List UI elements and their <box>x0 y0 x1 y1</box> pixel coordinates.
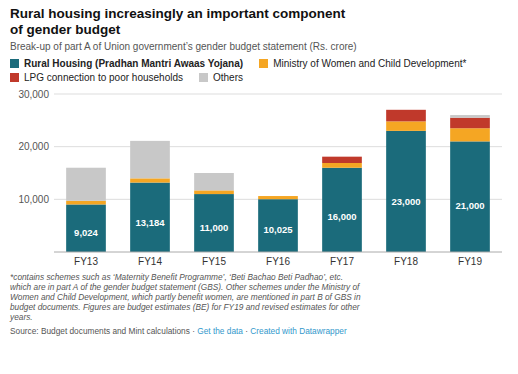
legend: Rural Housing (Pradhan Mantri Awaas Yoja… <box>10 57 508 84</box>
grid-line <box>54 94 502 95</box>
x-tick-label: FY14 <box>138 256 162 267</box>
bar <box>450 115 490 118</box>
bar <box>258 199 298 252</box>
x-tick-label: FY15 <box>202 256 226 267</box>
x-tick-label: FY16 <box>266 256 290 267</box>
x-tick-label: FY13 <box>74 256 98 267</box>
page: Rural housing increasingly an important … <box>0 0 518 336</box>
data-label: 16,000 <box>327 211 356 222</box>
source-link: Created with Datawrapper <box>250 326 346 336</box>
bar <box>258 196 298 197</box>
legend-swatch <box>10 59 19 68</box>
bar <box>130 183 170 252</box>
source-link: Get the data <box>197 326 243 336</box>
source-text: · <box>243 326 250 336</box>
subtitle: Break-up of part A of Union government’s… <box>10 40 508 53</box>
bar <box>66 201 106 205</box>
source: Source: Budget documents and Mint calcul… <box>10 326 508 336</box>
legend-swatch <box>199 73 208 82</box>
x-tick-label: FY17 <box>330 256 354 267</box>
bar <box>322 168 362 252</box>
grid-line <box>54 146 502 147</box>
legend-label: Others <box>213 71 243 84</box>
bar <box>450 141 490 252</box>
bar <box>258 196 298 199</box>
x-axis-line <box>54 252 502 253</box>
bar <box>130 178 170 182</box>
bar <box>450 118 490 129</box>
source-text: Source: Budget documents and Mint calcul… <box>10 326 197 336</box>
bar <box>66 168 106 201</box>
data-label: 11,000 <box>200 222 229 233</box>
legend-item: LPG connection to poor households <box>10 71 183 84</box>
bar <box>322 163 362 168</box>
data-label: 21,000 <box>455 200 484 211</box>
y-tick-label: 30,000 <box>18 89 49 100</box>
bar <box>322 156 362 157</box>
data-labels: 9,024 13,184 11,000 10,025 16,000 23,000 21,00… <box>74 196 484 238</box>
bar <box>386 121 426 130</box>
grid <box>54 94 502 199</box>
bars <box>66 110 490 252</box>
data-label: 10,025 <box>263 224 293 235</box>
legend-swatch <box>10 73 19 82</box>
legend-item: Ministry of Women and Child Development* <box>259 57 466 70</box>
data-label: 9,024 <box>74 227 98 238</box>
bar <box>386 109 426 110</box>
x-tick-label: FY18 <box>394 256 418 267</box>
legend-item: Others <box>199 71 243 84</box>
bar <box>386 110 426 122</box>
title: Rural housing increasingly an important … <box>10 6 508 38</box>
x-tick-label: FY19 <box>458 256 482 267</box>
bar <box>450 128 490 141</box>
footnote: *contains schemes such as ‘Maternity Ben… <box>10 272 508 322</box>
y-tick-label: 20,000 <box>18 141 49 152</box>
legend-swatch <box>259 59 268 68</box>
bar <box>194 190 234 194</box>
legend-label: LPG connection to poor households <box>24 71 183 84</box>
legend-label: Ministry of Women and Child Development* <box>273 57 466 70</box>
legend-item: Rural Housing (Pradhan Mantri Awaas Yoja… <box>10 57 243 70</box>
data-label: 23,000 <box>391 196 420 207</box>
bar <box>386 131 426 252</box>
chart: 10,000 20,000 30,000 9,024 13,184 11,000 10,02… <box>10 86 508 270</box>
y-tick-label: 10,000 <box>18 194 49 205</box>
legend-label: Rural Housing (Pradhan Mantri Awaas Yoja… <box>24 57 243 70</box>
data-label: 13,184 <box>135 217 165 228</box>
bar <box>258 196 298 197</box>
bar <box>130 141 170 178</box>
bar <box>194 173 234 190</box>
bar <box>194 194 234 252</box>
bar <box>322 157 362 163</box>
bar <box>66 204 106 252</box>
